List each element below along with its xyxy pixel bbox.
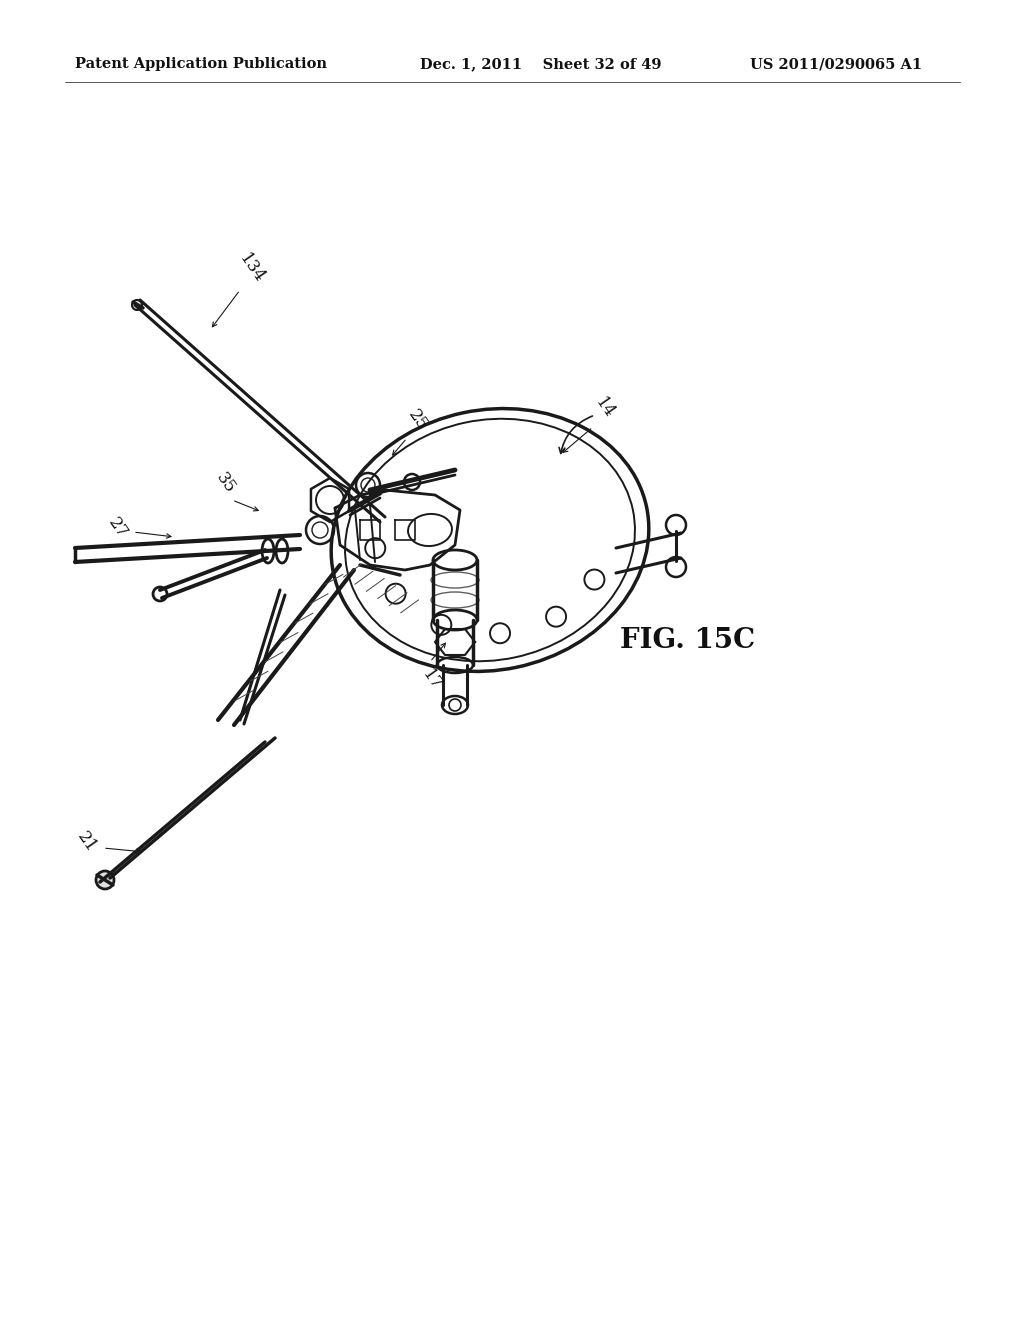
- Text: 35: 35: [212, 470, 238, 496]
- Text: 14: 14: [592, 395, 618, 421]
- Text: 25: 25: [404, 407, 431, 433]
- Text: 21: 21: [74, 829, 100, 855]
- Text: 134: 134: [236, 249, 268, 286]
- Text: 27: 27: [104, 515, 131, 541]
- Text: US 2011/0290065 A1: US 2011/0290065 A1: [750, 57, 923, 71]
- Text: Dec. 1, 2011    Sheet 32 of 49: Dec. 1, 2011 Sheet 32 of 49: [420, 57, 662, 71]
- Text: 17: 17: [419, 667, 445, 693]
- Text: Patent Application Publication: Patent Application Publication: [75, 57, 327, 71]
- Circle shape: [96, 871, 114, 888]
- Text: FIG. 15C: FIG. 15C: [620, 627, 755, 653]
- Circle shape: [132, 300, 142, 310]
